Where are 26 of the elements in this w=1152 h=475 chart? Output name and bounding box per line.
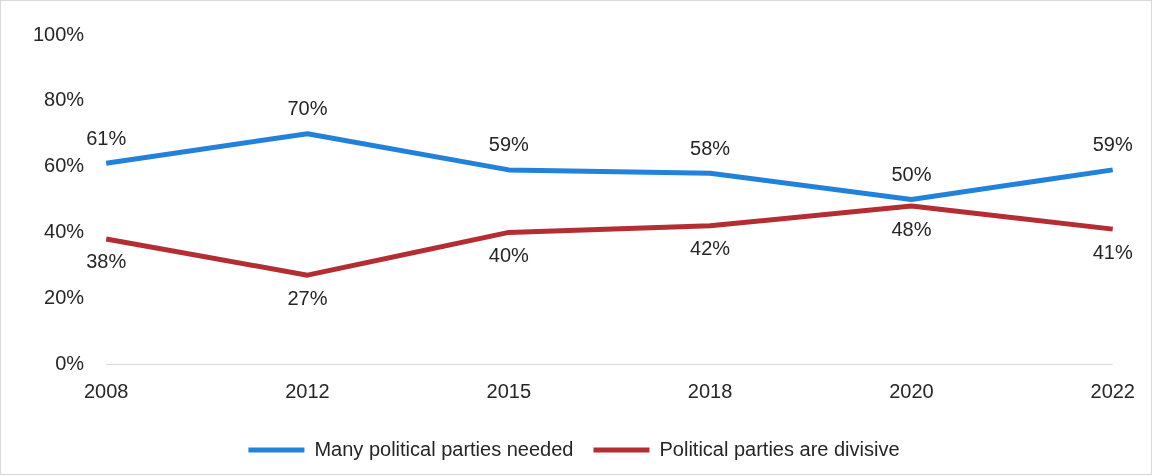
legend-label: Many political parties needed (314, 437, 574, 460)
data-label: 70% (287, 97, 328, 120)
x-tick-label: 2022 (1090, 379, 1135, 402)
y-tick-label: 80% (44, 88, 85, 111)
x-tick-label: 2020 (889, 379, 934, 402)
y-tick-label: 0% (55, 351, 85, 374)
data-label: 58% (690, 136, 731, 159)
x-tick-label: 2008 (83, 379, 129, 402)
data-label: 41% (1092, 240, 1133, 263)
data-label: 40% (488, 243, 530, 266)
y-tick-label: 100% (33, 22, 85, 45)
y-tick-label: 20% (44, 285, 85, 308)
x-tick-label: 2018 (687, 379, 733, 402)
data-label: 48% (891, 217, 932, 240)
data-label: 50% (891, 163, 932, 186)
x-tick-label: 2012 (285, 379, 330, 402)
legend-label: Political parties are divisive (659, 437, 900, 460)
y-tick-label: 60% (44, 154, 85, 177)
data-label: 59% (488, 133, 530, 156)
data-label: 27% (287, 286, 328, 309)
data-label: 38% (86, 250, 127, 273)
data-label: 61% (86, 126, 127, 149)
data-label: 42% (690, 237, 731, 260)
y-tick-label: 40% (44, 219, 85, 242)
x-tick-label: 2015 (486, 379, 532, 402)
data-label: 59% (1092, 133, 1133, 156)
